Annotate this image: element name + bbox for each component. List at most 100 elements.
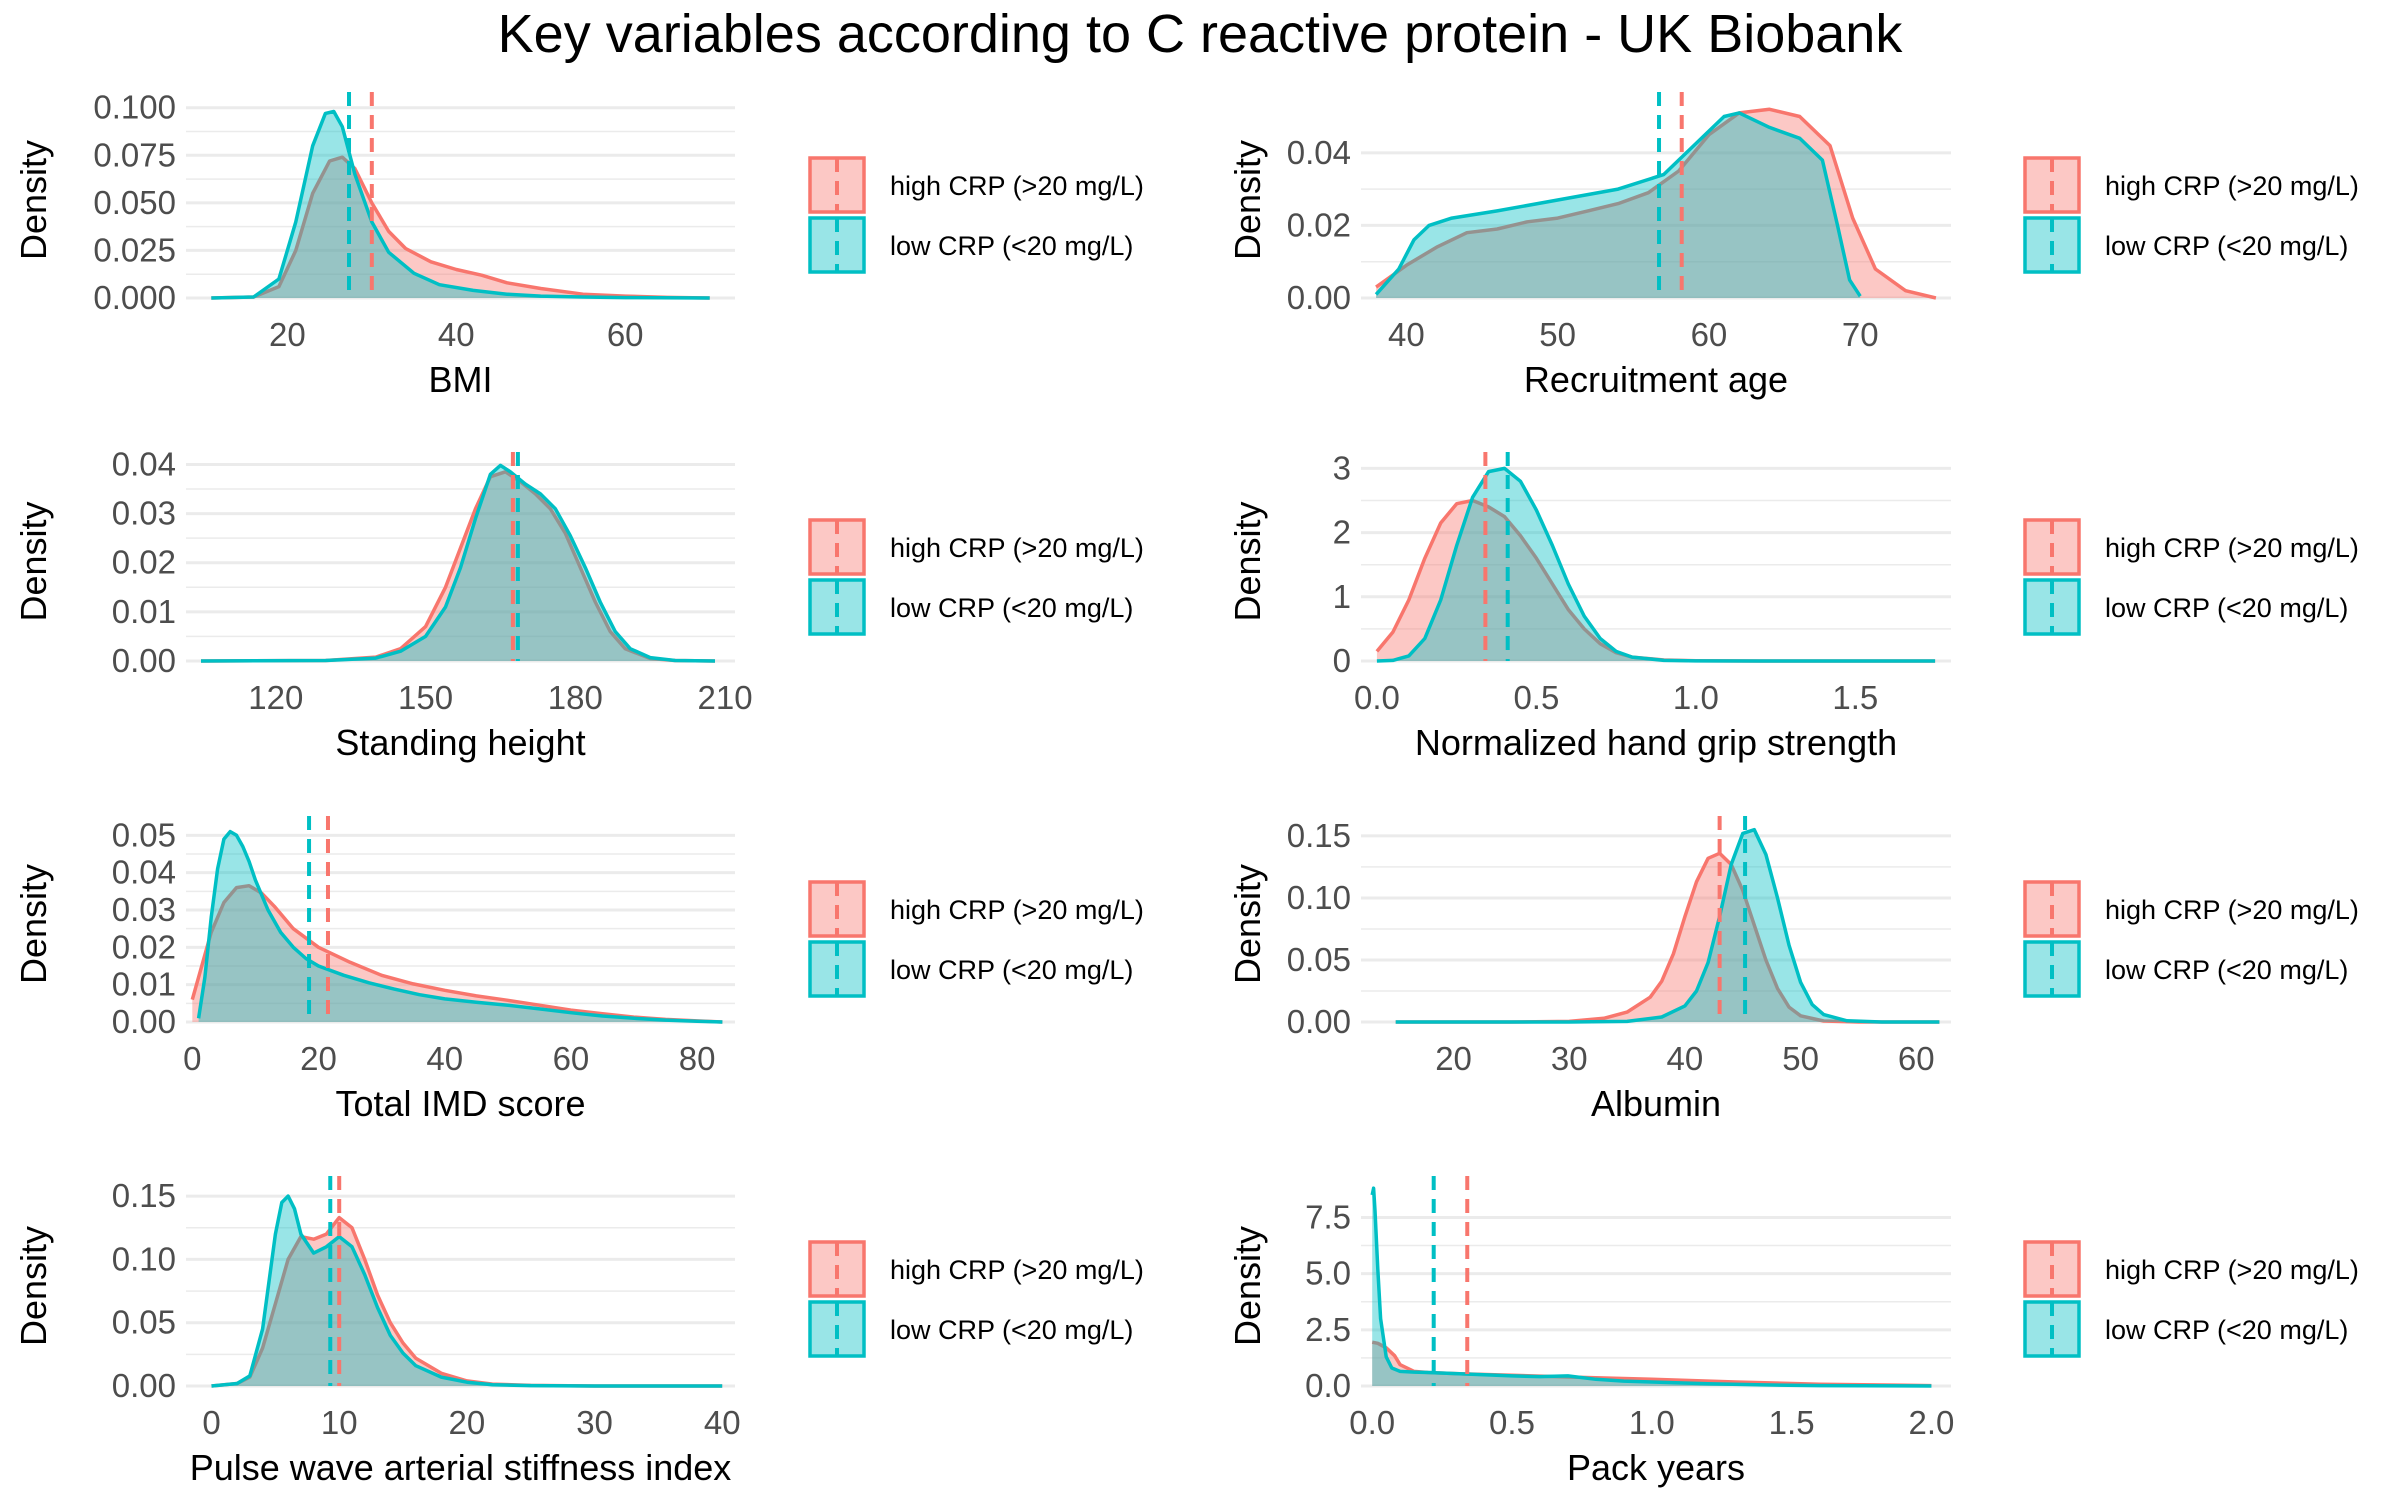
legend-label-high-crp: high CRP (>20 mg/L) bbox=[2105, 1255, 2359, 1285]
panel-3: 0.00 0.01 0.02 0.03 0.04 120 150 180 210 Standing… bbox=[13, 445, 1144, 763]
y-tick-label: 2 bbox=[1333, 514, 1351, 551]
y-tick-label: 0.01 bbox=[112, 966, 176, 1003]
x-tick-label: 30 bbox=[1551, 1040, 1588, 1077]
high-crp-density-area bbox=[1395, 853, 1940, 1022]
x-tick-label: 40 bbox=[704, 1404, 741, 1441]
x-axis-title: Pack years bbox=[1567, 1447, 1745, 1488]
legend-label-low-crp: low CRP (<20 mg/L) bbox=[2105, 593, 2348, 623]
legend-label-high-crp: high CRP (>20 mg/L) bbox=[890, 895, 1144, 925]
low-crp-density-area bbox=[1376, 112, 1861, 299]
x-tick-label: 40 bbox=[1667, 1040, 1704, 1077]
x-tick-label: 30 bbox=[576, 1404, 613, 1441]
y-tick-label: 0.05 bbox=[112, 1304, 176, 1341]
y-axis-title: Density bbox=[1227, 1226, 1268, 1346]
x-axis-title: Standing height bbox=[335, 722, 585, 763]
figure-title: Key variables according to C reactive pr… bbox=[498, 4, 1904, 64]
x-tick-label: 0.5 bbox=[1489, 1404, 1535, 1441]
y-tick-label: 0.05 bbox=[1287, 941, 1351, 978]
y-tick-label: 1 bbox=[1333, 578, 1351, 615]
y-axis-title: Density bbox=[1227, 864, 1268, 984]
legend: high CRP (>20 mg/L) low CRP (<20 mg/L) bbox=[808, 156, 1144, 274]
y-tick-label: 0.04 bbox=[112, 854, 176, 891]
high-crp-density-area bbox=[1376, 109, 1936, 298]
x-axis-title: Albumin bbox=[1591, 1083, 1721, 1124]
low-crp-density-line bbox=[196, 829, 723, 1024]
y-tick-label: 0.02 bbox=[112, 544, 176, 581]
legend-label-high-crp: high CRP (>20 mg/L) bbox=[890, 533, 1144, 563]
high-crp-density-line bbox=[190, 883, 723, 1024]
x-tick-label: 1.5 bbox=[1769, 1404, 1815, 1441]
legend-label-high-crp: high CRP (>20 mg/L) bbox=[890, 1255, 1144, 1285]
y-tick-label: 2.5 bbox=[1305, 1311, 1351, 1348]
legend-label-high-crp: high CRP (>20 mg/L) bbox=[2105, 171, 2359, 201]
legend: high CRP (>20 mg/L) low CRP (<20 mg/L) bbox=[808, 518, 1144, 636]
x-tick-label: 60 bbox=[607, 316, 644, 353]
y-tick-label: 0.00 bbox=[1287, 1003, 1351, 1040]
y-tick-label: 0.0 bbox=[1305, 1367, 1351, 1404]
y-tick-label: 0.01 bbox=[112, 593, 176, 630]
x-tick-label: 20 bbox=[449, 1404, 486, 1441]
x-tick-label: 0.0 bbox=[1354, 679, 1400, 716]
x-tick-label: 60 bbox=[1898, 1040, 1935, 1077]
high-crp-density-line bbox=[1375, 107, 1937, 300]
legend-label-low-crp: low CRP (<20 mg/L) bbox=[890, 955, 1133, 985]
low-crp-density-line bbox=[211, 109, 710, 300]
legend: high CRP (>20 mg/L) low CRP (<20 mg/L) bbox=[2023, 518, 2359, 636]
x-tick-label: 50 bbox=[1539, 316, 1576, 353]
x-tick-label: 10 bbox=[321, 1404, 358, 1441]
x-tick-label: 180 bbox=[548, 679, 603, 716]
x-axis-title: Recruitment age bbox=[1524, 359, 1788, 400]
x-tick-label: 20 bbox=[1435, 1040, 1472, 1077]
y-tick-label: 0.00 bbox=[112, 642, 176, 679]
high-crp-density-line bbox=[1395, 851, 1940, 1024]
y-axis-title: Density bbox=[13, 140, 54, 260]
low-crp-density-line bbox=[1376, 466, 1936, 663]
y-tick-label: 0.04 bbox=[112, 445, 176, 482]
x-tick-label: 80 bbox=[679, 1040, 716, 1077]
y-tick-label: 0.02 bbox=[112, 928, 176, 965]
y-tick-label: 0.075 bbox=[93, 136, 176, 173]
legend-label-low-crp: low CRP (<20 mg/L) bbox=[2105, 231, 2348, 261]
y-axis-title: Density bbox=[1227, 501, 1268, 621]
legend-label-low-crp: low CRP (<20 mg/L) bbox=[2105, 955, 2348, 985]
legend: high CRP (>20 mg/L) low CRP (<20 mg/L) bbox=[2023, 880, 2359, 998]
y-tick-label: 0.00 bbox=[1287, 279, 1351, 316]
x-tick-label: 120 bbox=[248, 679, 303, 716]
y-axis-title: Density bbox=[13, 864, 54, 984]
y-tick-label: 0.05 bbox=[112, 816, 176, 853]
high-crp-density-area bbox=[211, 157, 710, 298]
x-tick-label: 60 bbox=[553, 1040, 590, 1077]
x-tick-label: 60 bbox=[1691, 316, 1728, 353]
x-tick-label: 1.5 bbox=[1832, 679, 1878, 716]
high-crp-density-area bbox=[1376, 500, 1936, 661]
x-tick-label: 40 bbox=[1388, 316, 1425, 353]
high-crp-density-line bbox=[211, 155, 710, 300]
y-tick-label: 0.15 bbox=[1287, 817, 1351, 854]
low-crp-density-area bbox=[198, 831, 723, 1022]
y-tick-label: 3 bbox=[1333, 449, 1351, 486]
x-axis-title: Pulse wave arterial stiffness index bbox=[190, 1447, 732, 1488]
legend: high CRP (>20 mg/L) low CRP (<20 mg/L) bbox=[2023, 156, 2359, 274]
x-axis-title: BMI bbox=[428, 359, 492, 400]
x-tick-label: 20 bbox=[300, 1040, 337, 1077]
panel-2: 0.00 0.02 0.04 40 50 60 70 Recruitment age Densi… bbox=[1227, 92, 2359, 400]
x-tick-label: 70 bbox=[1842, 316, 1879, 353]
y-tick-label: 7.5 bbox=[1305, 1198, 1351, 1235]
legend: high CRP (>20 mg/L) low CRP (<20 mg/L) bbox=[2023, 1240, 2359, 1358]
x-tick-label: 150 bbox=[398, 679, 453, 716]
x-tick-label: 0 bbox=[202, 1404, 220, 1441]
x-tick-label: 40 bbox=[426, 1040, 463, 1077]
legend-label-high-crp: high CRP (>20 mg/L) bbox=[2105, 895, 2359, 925]
x-tick-label: 0 bbox=[183, 1040, 201, 1077]
y-tick-label: 0.025 bbox=[93, 231, 176, 268]
low-crp-density-line bbox=[1395, 827, 1940, 1024]
low-crp-density-area bbox=[1376, 468, 1936, 661]
y-tick-label: 0.03 bbox=[112, 891, 176, 928]
low-crp-density-line bbox=[1370, 1186, 1932, 1388]
legend-label-low-crp: low CRP (<20 mg/L) bbox=[890, 593, 1133, 623]
panel-7: 0.00 0.05 0.10 0.15 0 10 20 30 40 Pulse wave arte… bbox=[13, 1176, 1144, 1488]
y-tick-label: 0.15 bbox=[112, 1177, 176, 1214]
y-tick-label: 0.03 bbox=[112, 495, 176, 532]
panel-8: 0.0 2.5 5.0 7.5 0.0 0.5 1.0 1.5 2.0 Pack years Den… bbox=[1227, 1176, 2359, 1488]
